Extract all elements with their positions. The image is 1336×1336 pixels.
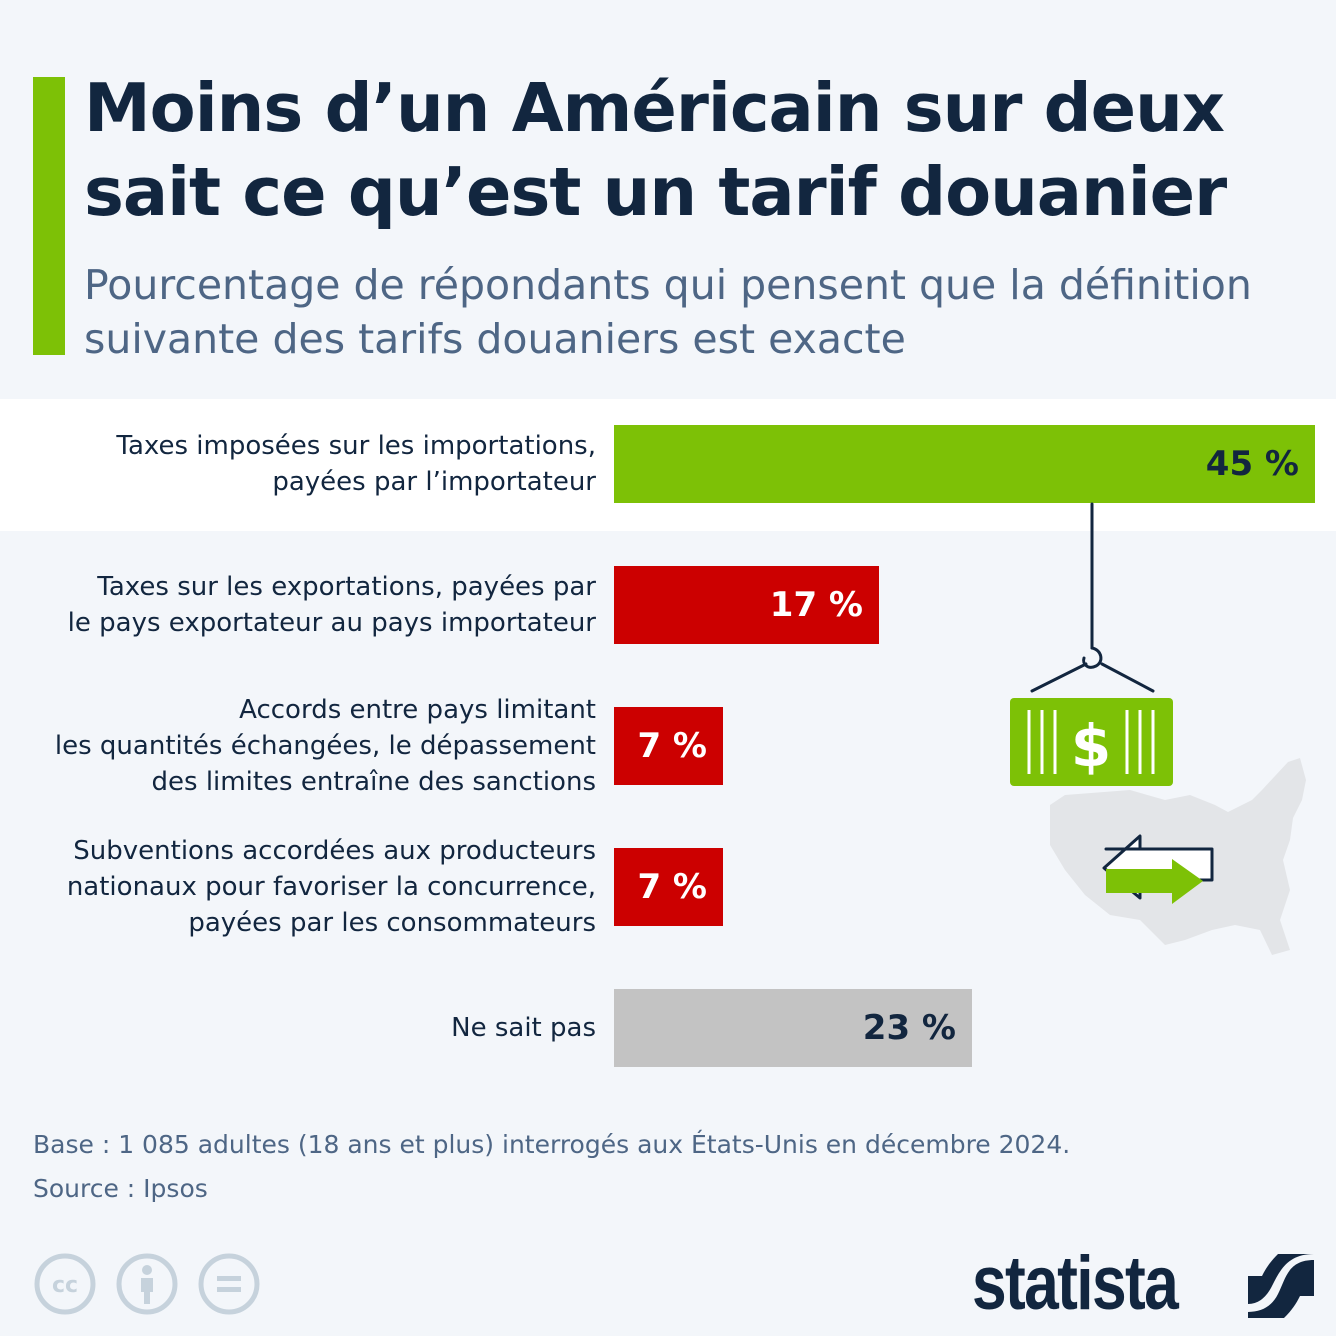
bar: 23 % — [614, 989, 972, 1067]
bar: 17 % — [614, 566, 879, 644]
trade-illustration: $ — [1010, 502, 1306, 955]
footnote-source: Source : Ipsos — [33, 1174, 208, 1203]
category-label-line: Ne sait pas — [451, 1013, 596, 1043]
title-accent-bar — [33, 77, 65, 355]
category-label-line: nationaux pour favoriser la concurrence, — [66, 872, 596, 902]
bar: 45 % — [614, 425, 1315, 503]
category-label-line: Taxes imposées sur les importations, — [116, 431, 596, 461]
statista-logo-text[interactable]: statista — [972, 1241, 1179, 1326]
bar-value-label: 7 % — [637, 726, 707, 766]
svg-text:cc: cc — [52, 1273, 78, 1298]
category-label: Ne sait pas — [451, 1010, 596, 1046]
bar: 7 % — [614, 848, 723, 926]
attribution-icon[interactable] — [115, 1252, 179, 1316]
bar-value-label: 45 % — [1205, 444, 1299, 484]
bar-value-label: 17 % — [769, 585, 863, 625]
footnote-base: Base : 1 085 adultes (18 ans et plus) in… — [33, 1130, 1071, 1159]
chart-subtitle: Pourcentage de répondants qui pensent qu… — [84, 261, 1252, 363]
cc-icon[interactable]: cc — [33, 1252, 97, 1316]
category-label-line: des limites entraîne des sanctions — [151, 767, 596, 797]
bar-value-label: 7 % — [637, 867, 707, 907]
category-label-line: les quantités échangées, le dépassement — [54, 731, 596, 761]
crane-hook-icon — [1030, 502, 1155, 693]
category-label-line: le pays exportateur au pays importateur — [67, 608, 596, 638]
statista-logo-mark-icon[interactable] — [1248, 1254, 1314, 1318]
category-label-line: Taxes sur les exportations, payées par — [97, 572, 596, 602]
trade-arrows-icon — [1102, 834, 1214, 904]
category-label: Taxes imposées sur les importations, payé… — [116, 428, 596, 500]
category-label-line: Accords entre pays limitant — [239, 695, 596, 725]
bar-value-label: 23 % — [862, 1008, 956, 1048]
category-label-line: Subventions accordées aux producteurs — [73, 836, 596, 866]
category-label: Accords entre pays limitant les quantités… — [55, 692, 596, 800]
no-derivatives-icon[interactable] — [197, 1252, 261, 1316]
category-label: Taxes sur les exportations, payées par le… — [68, 569, 596, 641]
dollar-container-icon: $ — [1010, 698, 1173, 786]
category-label-line: payées par l’importateur — [272, 467, 596, 497]
category-label: Subventions accordées aux producteurs nat… — [67, 833, 596, 941]
chart-title: Moins d’un Américain sur deux sait ce qu… — [84, 69, 1227, 231]
bar: 7 % — [614, 707, 723, 785]
category-label-line: payées par les consommateurs — [188, 908, 596, 938]
svg-text:$: $ — [1071, 712, 1111, 780]
